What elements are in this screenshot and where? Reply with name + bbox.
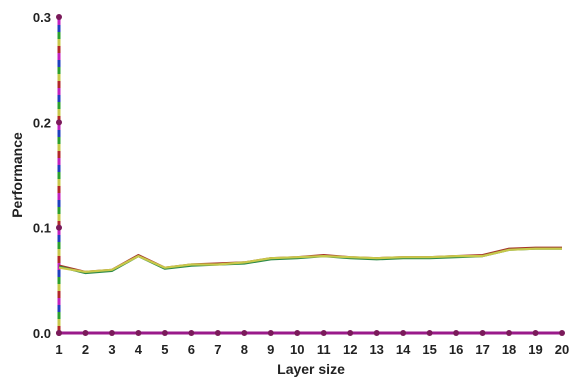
data-point [559,330,565,336]
x-tick-label: 15 [422,342,436,357]
y-axis-title: Performance [9,132,25,218]
x-tick-label: 18 [502,342,516,357]
x-tick-label: 13 [369,342,383,357]
x-tick-label: 17 [475,342,489,357]
series-line [58,247,562,275]
x-tick-label: 16 [449,342,463,357]
data-point [135,330,142,336]
data-point [506,330,513,336]
series-line [58,247,562,273]
data-point [453,330,460,336]
data-point [108,330,115,336]
y-axis-marker [56,224,62,231]
x-tick-label: 7 [214,342,221,357]
tick-labels: 0.00.10.20.31 2 3 4 5 6 7 8 9 10 11 12 13 14 15 16 17 18 1… [33,10,569,357]
x-axis-title: Layer size [277,361,345,377]
data-point [267,330,274,336]
x-tick-label: 2 [82,342,89,357]
data-point [241,330,248,336]
x-tick-label: 1 [55,342,62,357]
data-point [56,330,62,336]
data-point [214,330,221,336]
data-point [294,330,301,336]
y-axis-marker [56,14,62,20]
x-tick-label: 4 [135,342,143,357]
data-point [161,330,168,336]
x-tick-label: 10 [290,342,304,357]
x-tick-label: 20 [555,342,569,357]
data-markers [56,14,565,336]
data-point [82,330,89,336]
x-tick-label: 19 [528,342,542,357]
series-line [58,246,562,273]
y-axis-marker [56,119,62,126]
data-point [347,330,354,336]
x-tick-label: 5 [161,342,168,357]
x-tick-label: 9 [267,342,274,357]
x-tick-label: 6 [188,342,195,357]
series-lines [58,246,562,335]
y-tick-label: 0.3 [33,10,51,25]
x-tick-label: 8 [241,342,248,357]
data-point [532,330,539,336]
data-point [320,330,327,336]
x-tick-label: 14 [396,342,411,357]
data-point [479,330,486,336]
y-tick-label: 0.1 [33,221,51,236]
y-tick-label: 0.2 [33,115,51,130]
x-tick-label: 3 [108,342,115,357]
x-tick-label: 12 [343,342,357,357]
data-point [400,330,407,336]
y-tick-label: 0.0 [33,326,51,341]
x-tick-label: 11 [317,342,331,357]
data-point [426,330,433,336]
data-point [373,330,380,336]
data-point [188,330,195,336]
